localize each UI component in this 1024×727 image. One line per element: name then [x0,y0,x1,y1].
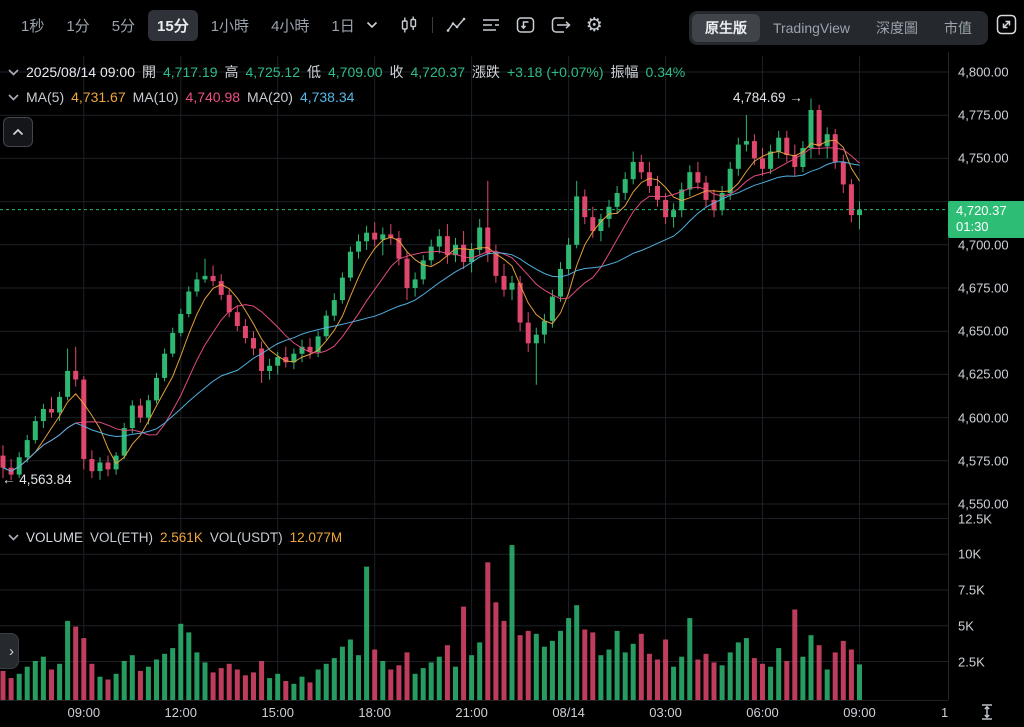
timeframe-button-1[interactable]: 1分 [66,17,90,35]
timeframe-button-3[interactable]: 15分 [148,9,198,41]
gridlines-layer [0,56,948,700]
price-axis-label: 4,600.00 [958,410,1009,426]
collapse-panel-button[interactable] [3,117,33,147]
last-price-value: 4,720.37 [956,202,1007,218]
session-low-annotation: ← 4,563.84 [2,472,72,488]
indicators-icon[interactable] [446,16,467,34]
chevron-up-icon [12,128,24,136]
ohlc-info-row: 2025/08/14 09:00 開 4,717.19 高 4,725.12 低… [8,62,685,82]
high-value: 4,725.12 [245,64,301,80]
volume-collapse-chevron-icon[interactable] [8,534,19,541]
view-tab-0[interactable]: 原生版 [691,14,760,42]
timeframe-button-4[interactable]: 1小時 [210,17,250,35]
expand-panel-button[interactable]: › [0,633,19,669]
vol-eth-value: 2.561K [160,530,203,545]
volume-axis-label: 7.5K [958,582,985,598]
price-axis-label: 4,800.00 [958,64,1009,80]
chart-view-tabs: 原生版 TradingView 深度圖 市值 [688,11,988,45]
price-axis-label: 4,700.00 [958,237,1009,253]
ma20-value: 4,738.34 [299,89,355,105]
time-axis-border [0,700,948,701]
chevron-right-icon: › [9,642,14,660]
time-axis-label: 08/14 [552,705,585,720]
save-chart-icon[interactable] [550,15,572,35]
ma-collapse-chevron-icon[interactable] [8,93,19,101]
open-value: 4,717.19 [163,64,218,80]
volume-axis-label: 5K [958,618,974,634]
time-axis-label: 15:00 [261,705,294,720]
timeframe-chevron-down-icon[interactable] [366,21,378,29]
low-value: 4,709.00 [328,64,383,80]
price-axis-label: 4,625.00 [958,366,1009,382]
timeframe-button-6[interactable]: 1日 [331,17,355,35]
volume-bars-layer [0,545,862,702]
ohlc-collapse-chevron-icon[interactable] [8,68,19,76]
candle-countdown: 01:30 [956,218,989,234]
view-tab-2[interactable]: 深度圖 [876,20,918,36]
ma5-label: MA(5) [26,89,65,105]
ma5-value: 4,731.67 [71,89,126,105]
time-axis-partial-label: 1 [941,705,949,720]
timeframe-selector: 1秒 1分 5分 15分 1小時 4小時 1日 [12,9,364,41]
low-label: 低 [307,64,321,80]
time-axis-label: 12:00 [164,705,198,720]
replay-icon[interactable] [515,15,536,35]
volume-axis-label: 10K [958,546,982,562]
amplitude-label: 振幅 [610,64,639,80]
chart-toolbar: 1秒 1分 5分 15分 1小時 4小時 1日 [0,0,1024,50]
change-label: 漲跌 [472,64,500,80]
candles-layer [0,98,862,481]
close-value: 4,720.37 [410,64,466,80]
time-axis-label: 18:00 [358,705,391,720]
high-label: 高 [224,64,239,80]
vol-usdt-label: VOL(USDT) [209,530,283,545]
settings-gear-icon[interactable]: ⚙ [585,14,603,36]
fullscreen-icon[interactable] [996,14,1017,40]
price-axis-label: 4,550.00 [958,496,1009,512]
view-tab-1[interactable]: TradingView [772,20,850,36]
change-value: +3.18 (+0.07%) [507,64,604,80]
timeframe-button-2[interactable]: 5分 [111,17,136,35]
amplitude-value: 0.34% [645,64,686,80]
display-settings-icon[interactable] [481,17,501,33]
vol-usdt-value: 12.077M [289,530,343,545]
open-label: 開 [142,64,156,80]
timeframe-button-5[interactable]: 4小時 [271,17,310,35]
time-axis-label: 03:00 [649,705,682,720]
time-axis-label: 09:00 [67,705,101,720]
view-tab-3[interactable]: 市值 [944,20,972,36]
toolbar-divider [431,17,433,33]
session-high-annotation: 4,784.69 → [733,90,803,106]
ma-info-row: MA(5) 4,731.67 MA(10) 4,740.98 MA(20) 4,… [8,89,354,105]
close-label: 收 [389,64,404,80]
price-scale-adjust-icon[interactable] [979,702,995,727]
candlestick-style-icon[interactable] [399,15,419,35]
volume-axis-label: 2.5K [958,654,985,669]
price-axis-label: 4,650.00 [958,323,1009,339]
ma10-label: MA(10) [132,89,179,105]
volume-title: VOLUME [26,530,84,545]
volume-header-row: VOLUME VOL(ETH) 2.561K VOL(USDT) 12.077M [8,530,342,545]
price-axis-label: 4,675.00 [958,280,1009,296]
vol-eth-label: VOL(ETH) [90,530,154,545]
candle-datetime: 2025/08/14 09:00 [26,64,135,80]
price-axis-label: 4,750.00 [958,150,1009,166]
price-axis-border [948,52,949,700]
volume-axis-label: 12.5K [958,511,992,526]
timeframe-button-0[interactable]: 1秒 [21,17,45,35]
ma10-value: 4,740.98 [185,89,241,105]
ma20-label: MA(20) [247,89,293,105]
price-axis-label: 4,775.00 [958,107,1009,123]
time-axis-label: 21:00 [455,705,488,720]
time-axis-label: 09:00 [843,705,876,720]
ma-lines-layer [2,139,860,472]
price-axis-label: 4,575.00 [958,453,1009,469]
time-axis-label: 06:00 [746,705,779,720]
last-price-badge: 4,720.37 01:30 [948,200,1024,238]
